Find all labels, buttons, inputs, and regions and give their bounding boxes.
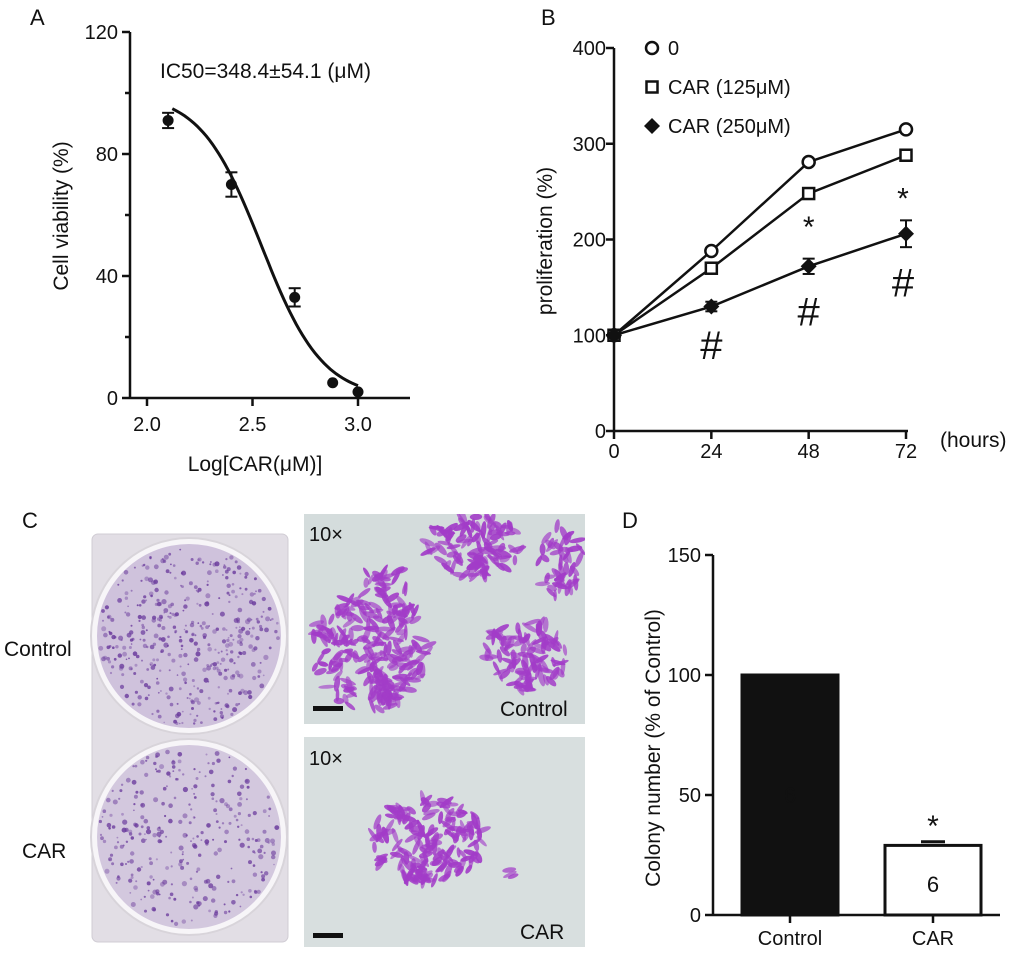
chart-b-x-tick-label: 24: [700, 441, 722, 463]
chart-b-y-tick-label: 300: [573, 134, 606, 156]
panel-b: B 0 100 200 300 400 0 24 48 72 * * # # # 0 CAR (125μM…: [534, 5, 1007, 463]
chart-b-legend-marker: [644, 118, 660, 134]
row-label-control: Control: [4, 638, 72, 661]
row-label-car: CAR: [22, 840, 66, 863]
chart-a-axes: 0 40 80 120 2.0 2.5 3.0: [85, 22, 410, 436]
panel-a: A IC50=348.4±54.1 (μM) 0 40 80 120 2.0 2.5 3.0…: [30, 5, 410, 476]
chart-b-legend-marker: [644, 40, 660, 56]
chart-b-point: [800, 258, 817, 275]
chart-b-point: [606, 327, 622, 344]
chart-d-x-tick-label: CAR: [912, 928, 954, 950]
chart-b-point: [898, 122, 914, 137]
chart-b-marks: * * # # #: [606, 122, 915, 368]
magnification-label: 10×: [309, 524, 343, 546]
chart-b-legend: 0 CAR (125μM) CAR (250μM): [644, 38, 791, 138]
chart-b-x-tick-label: 72: [895, 441, 917, 463]
chart-b-legend-marker: [645, 80, 659, 94]
chart-a-y-tick-label: 40: [96, 266, 118, 288]
chart-b-x-label: (hours): [940, 429, 1007, 452]
chart-b-series-line: [613, 232, 907, 337]
chart-d-y-label: Colony number (% of Control): [642, 609, 665, 887]
chart-d-x-tick-label: Control: [758, 928, 822, 950]
chart-b-point: [704, 261, 719, 275]
panel-d: D 0 50 100 150 Control CAR 6 6 * Colony number …: [622, 508, 1000, 950]
panel-c: C Control CAR 10× Control 10× CAR: [4, 508, 585, 947]
micrograph-car: [304, 737, 585, 947]
chart-a-point: [327, 377, 339, 389]
micrograph-label-car: CAR: [520, 921, 564, 944]
chart-d-bar-label: 6: [927, 872, 939, 897]
ic50-annotation: IC50=348.4±54.1 (μM): [160, 60, 371, 83]
chart-a-point: [225, 179, 237, 190]
magnification-label: 10×: [309, 748, 343, 770]
chart-b-point: [801, 186, 816, 201]
chart-d-y-tick-label: 50: [679, 785, 701, 807]
chart-b-significance-mark: #: [892, 262, 915, 306]
chart-b-point: [703, 298, 720, 315]
chart-b-y-tick-label: 400: [573, 38, 606, 60]
chart-d-y-tick-label: 150: [668, 545, 701, 567]
chart-b-significance-mark: *: [897, 182, 909, 215]
panel-letter-c: C: [22, 508, 38, 533]
micrograph-label-control: Control: [500, 698, 568, 721]
chart-b-point: [801, 154, 816, 170]
chart-b-y-label: proliferation (%): [534, 167, 557, 315]
panel-letter-a: A: [30, 5, 45, 30]
chart-b-y-tick-label: 200: [573, 230, 606, 252]
chart-b-legend-label: CAR (250μM): [668, 116, 791, 138]
chart-b-axes: 0 100 200 300 400 0 24 48 72: [573, 38, 918, 463]
chart-a-y-tick-label: 0: [107, 388, 118, 410]
chart-b-point: [899, 148, 913, 162]
chart-b-significance-mark: *: [803, 211, 815, 244]
chart-b-x-tick-label: 48: [798, 441, 820, 463]
chart-a-y-tick-label: 120: [85, 22, 118, 44]
chart-a-x-tick-label: 2.0: [133, 414, 161, 436]
chart-d-bar-label: 6: [784, 783, 796, 808]
chart-a-point: [289, 291, 301, 303]
chart-a-y-label: Cell viability (%): [50, 141, 73, 290]
chart-a-point: [162, 114, 174, 126]
chart-b-significance-mark: #: [798, 290, 821, 334]
chart-d-bar: [740, 673, 840, 917]
chart-b-point: [898, 225, 914, 242]
scale-bar: [313, 706, 343, 711]
micrograph-control: [304, 514, 585, 724]
chart-b-y-tick-label: 100: [573, 325, 606, 347]
chart-b-y-tick-label: 0: [595, 421, 606, 443]
chart-d-y-tick-label: 100: [668, 665, 701, 687]
chart-a-y-tick-label: 80: [96, 144, 118, 166]
chart-b-series-line: [613, 154, 907, 337]
chart-b-significance-mark: #: [700, 324, 723, 368]
chart-b-legend-label: CAR (125μM): [668, 77, 791, 99]
chart-a-marks: [162, 107, 364, 398]
chart-a-point: [352, 386, 364, 398]
colony-plate-image: [90, 533, 289, 943]
chart-b-series-line: [613, 128, 907, 337]
panel-letter-d: D: [622, 508, 638, 533]
chart-d-marks: 6 6 *: [740, 673, 983, 917]
chart-b-legend-label: 0: [668, 38, 679, 60]
chart-d-y-tick-label: 0: [690, 905, 701, 927]
chart-b-x-tick-label: 0: [608, 441, 619, 463]
chart-a-x-tick-label: 3.0: [344, 414, 372, 436]
scale-bar: [313, 933, 343, 938]
chart-a-fit-curve: [171, 107, 359, 387]
chart-a-x-tick-label: 2.5: [239, 414, 267, 436]
chart-d-significance-mark: *: [927, 810, 939, 843]
chart-a-x-label: Log[CAR(μM)]: [188, 453, 323, 476]
chart-b-point: [704, 243, 719, 259]
chart-d-bar: [883, 843, 983, 917]
panel-letter-b: B: [541, 5, 556, 30]
